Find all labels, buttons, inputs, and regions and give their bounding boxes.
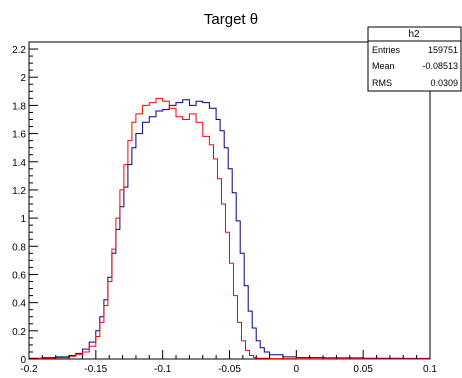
y-tick-label: 2.2 [12,45,26,56]
stats-box-frame [367,26,462,92]
stats-box-name: h2 [408,29,420,40]
series-layer [29,97,431,360]
histogram-series-1 [29,99,431,359]
stats-mean-label: Mean [372,61,395,71]
x-tick-label: -0.15 [84,364,107,375]
stats-box: h2 Entries 159751 Mean -0.08513 RMS 0.03… [367,26,462,92]
stats-rms-label: RMS [372,78,392,88]
stats-mean-value: -0.08513 [422,61,458,71]
y-tick-label: 1 [20,214,26,225]
y-tick-label: 0 [20,355,26,366]
stats-entries-label: Entries [372,45,401,55]
x-tick-label: -0.05 [218,364,241,375]
x-axis: -0.2 -0.15 -0.1 -0.05 0 0.05 0.1 [20,350,437,375]
y-tick-label: 0.4 [12,299,26,310]
x-tick-label: 0.05 [353,364,373,375]
y-tick-label: 1.4 [12,158,26,169]
x-tick-label: 0 [294,364,300,375]
histogram-series-2 [29,97,430,360]
stats-entries-value: 159751 [428,45,458,55]
y-axis: 0 0.2 0.4 0.6 0.8 1 1.2 1.4 1.6 1.8 2 2.2 [12,41,38,366]
x-tick-label: -0.1 [154,364,172,375]
y-tick-label: 0.2 [12,327,26,338]
y-tick-label: 1.2 [12,186,26,197]
x-tick-label: -0.2 [20,364,38,375]
stats-rms-value: 0.0309 [430,78,458,88]
x-tick-label: 0.1 [423,364,437,375]
y-tick-label: 0.6 [12,270,26,281]
y-tick-label: 1.6 [12,130,26,141]
y-tick-label: 2 [20,73,26,84]
chart-title: Target θ [204,11,258,28]
y-tick-label: 0.8 [12,242,26,253]
y-tick-label: 1.8 [12,101,26,112]
